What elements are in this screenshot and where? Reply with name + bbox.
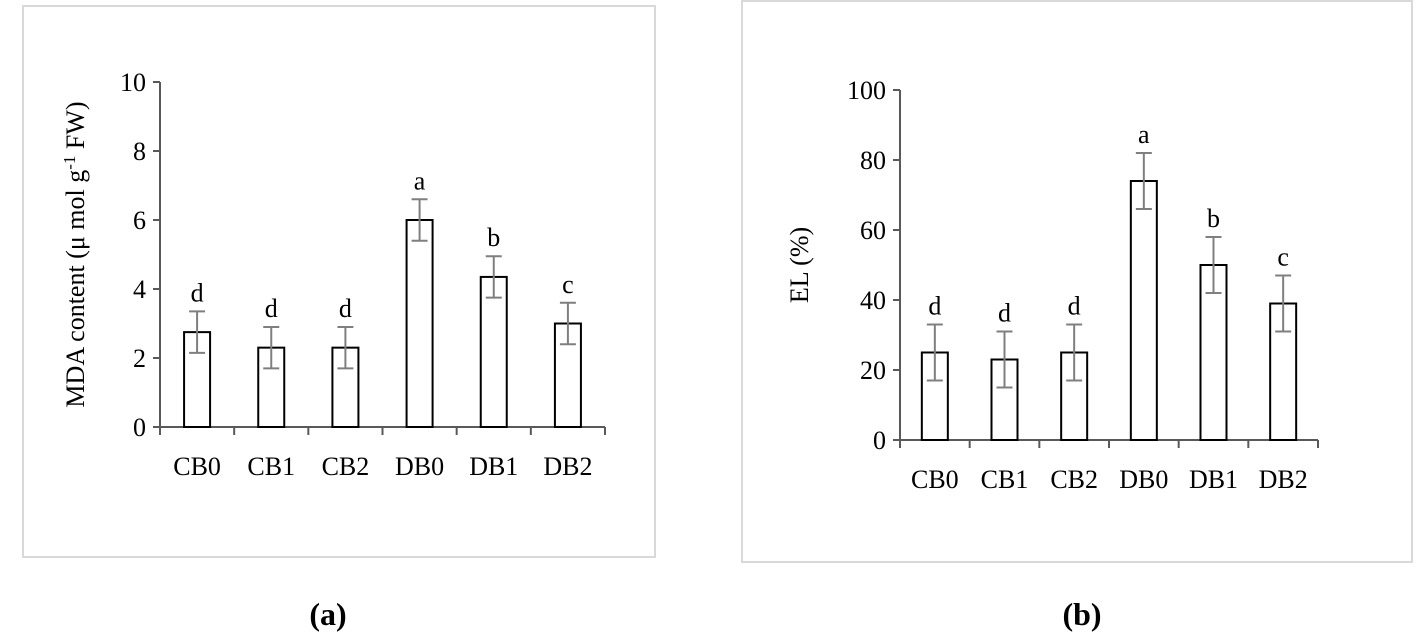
chart-a-sig-label: d — [191, 278, 204, 307]
chart-a-y-tick-label: 2 — [133, 344, 146, 373]
panel-label-b: (b) — [1062, 596, 1102, 632]
chart-b-category-label: CB0 — [911, 465, 959, 494]
chart-b-sig-label: d — [1068, 292, 1081, 321]
chart-b-y-axis-title: EL (%) — [785, 227, 814, 303]
chart-a-sig-label: b — [487, 223, 500, 252]
chart-a-bar-db1 — [479, 275, 508, 428]
chart-a-category-label: DB2 — [543, 452, 592, 481]
chart-b-sig-label: a — [1138, 120, 1150, 149]
chart-a-category-label: CB1 — [247, 452, 295, 481]
chart-a-y-tick-label: 8 — [133, 137, 146, 166]
chart-a-sig-label: d — [265, 294, 278, 323]
chart-a-y-tick-label: 10 — [120, 68, 146, 97]
chart-a-category-label: CB2 — [322, 452, 370, 481]
chart-b-sig-label: d — [928, 292, 941, 321]
chart-a-sig-label: c — [562, 270, 574, 299]
chart-b-category-label: CB1 — [981, 465, 1029, 494]
chart-b-frame — [741, 0, 1413, 563]
chart-b-bar-db1 — [1199, 264, 1228, 441]
chart-a-y-tick-label: 0 — [133, 413, 146, 442]
chart-b-sig-label: b — [1207, 204, 1220, 233]
chart-b-category-label: DB2 — [1259, 465, 1308, 494]
chart-b-y-tick-label: 80 — [860, 146, 886, 175]
chart-a-frame — [22, 5, 656, 558]
chart-b-y-tick-label: 40 — [860, 286, 886, 315]
chart-a-sig-label: d — [339, 294, 352, 323]
chart-a-category-label: CB0 — [173, 452, 221, 481]
chart-b-category-label: CB2 — [1050, 465, 1098, 494]
chart-b-category-label: DB0 — [1119, 465, 1168, 494]
chart-a-y-tick-label: 6 — [133, 206, 146, 235]
chart-b-y-tick-label: 100 — [847, 76, 886, 105]
chart-b-y-tick-label: 20 — [860, 356, 886, 385]
chart-b-sig-label: d — [998, 299, 1011, 328]
chart-b-sig-label: c — [1277, 243, 1289, 272]
chart-a-category-label: DB1 — [469, 452, 518, 481]
chart-a-y-tick-label: 4 — [133, 275, 146, 304]
chart-a-y-axis-title: MDA content (μ mol g-1 FW) — [60, 101, 91, 407]
panel-label-a: (a) — [309, 596, 347, 632]
chart-b-y-tick-label: 0 — [873, 426, 886, 455]
chart-b-category-label: DB1 — [1189, 465, 1238, 494]
chart-a-category-label: DB0 — [395, 452, 444, 481]
chart-a-bar-db0 — [405, 219, 434, 428]
chart-b-y-tick-label: 60 — [860, 216, 886, 245]
chart-a-sig-label: a — [414, 166, 426, 195]
chart-b-bar-db0 — [1129, 180, 1158, 441]
